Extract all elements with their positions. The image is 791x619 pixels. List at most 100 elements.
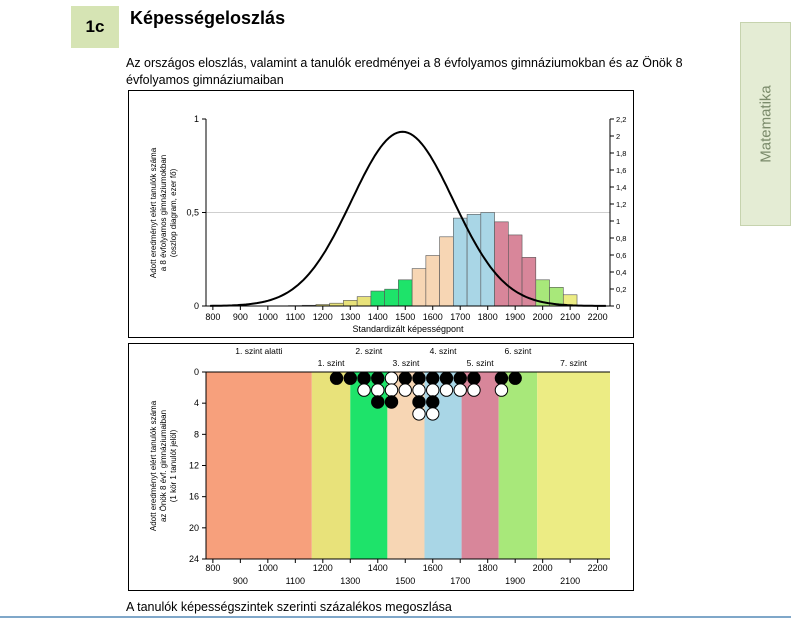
x-tick-label: 1000 xyxy=(258,312,278,322)
y-right-tick-label: 2 xyxy=(616,132,620,141)
student-dot xyxy=(384,371,399,385)
student-dot xyxy=(508,371,522,385)
page-title: Képességeloszlás xyxy=(130,8,286,28)
student-dot xyxy=(357,383,371,397)
bar xyxy=(453,217,468,307)
y-left-tick-label: 0,5 xyxy=(186,208,199,218)
x-tick-label: 1600 xyxy=(423,563,443,573)
section-footer-heading: A tanulók képességszintek szerinti száza… xyxy=(126,600,452,614)
student-dot xyxy=(412,371,426,385)
x-tick-label: 2100 xyxy=(560,576,580,586)
y-right-tick-label: 0,2 xyxy=(616,285,626,294)
x-tick-label: 1500 xyxy=(395,312,415,322)
x-tick-label: 2100 xyxy=(560,312,580,322)
x-tick-label: 1000 xyxy=(258,563,278,573)
student-dot xyxy=(426,407,440,421)
x-tick-label: 1700 xyxy=(450,312,470,322)
student-dot xyxy=(371,395,385,409)
y-left-tick-label: 0 xyxy=(194,301,199,311)
student-dot xyxy=(453,371,467,385)
student-dot xyxy=(357,371,371,385)
student-dots-chart: 1. szint alatti 1. szint 2. szint 3. szint 4… xyxy=(149,346,610,586)
chart-subtitle: Az országos eloszlás, valamint a tanulók… xyxy=(126,56,683,87)
y-tick-label: 8 xyxy=(194,429,199,439)
distribution-chart-panel: 0 0,5 1 0 0,2 0,4 0,6 0,8 1 1,2 1,4 1,6 1,8 2 2,2 800 90… xyxy=(128,90,634,338)
x-tick-label: 1900 xyxy=(505,576,525,586)
x-tick-label: 800 xyxy=(205,312,220,322)
level-label: 5. szint xyxy=(467,358,495,368)
y-axis-label: Adott eredményt elért tanulók számaaz Ön… xyxy=(149,400,178,531)
subject-tab[interactable]: Matematika xyxy=(740,22,791,226)
student-dot xyxy=(412,395,426,409)
x-tick-label: 1200 xyxy=(313,312,333,322)
student-dot xyxy=(384,383,399,397)
y-right-tick-label: 1,4 xyxy=(616,183,626,192)
y-left-tick-label: 1 xyxy=(194,114,199,124)
level-band xyxy=(206,372,312,559)
student-dot xyxy=(412,407,426,421)
x-tick-label: 1800 xyxy=(478,312,498,322)
y-tick-label: 0 xyxy=(194,367,199,377)
x-tick-label: 2200 xyxy=(588,563,608,573)
y-right-tick-label: 1,2 xyxy=(616,200,626,209)
student-dot xyxy=(494,371,509,385)
student-dot xyxy=(426,371,440,385)
national-distribution-line xyxy=(210,130,606,307)
bar xyxy=(411,268,427,307)
student-dot xyxy=(371,383,385,397)
y-right-tick-label: 0,8 xyxy=(616,234,626,243)
student-dot xyxy=(329,371,344,385)
bar xyxy=(398,279,413,307)
level-band xyxy=(311,372,351,559)
x-tick-label: 1300 xyxy=(340,312,360,322)
level-label: 6. szint xyxy=(504,346,532,356)
student-dot xyxy=(439,383,454,397)
level-band xyxy=(498,372,538,559)
x-tick-label: 1100 xyxy=(286,576,305,586)
y-right-tick-label: 0,4 xyxy=(616,268,626,277)
x-tick-label: 1700 xyxy=(450,576,470,586)
x-tick-label: 1900 xyxy=(505,312,525,322)
y-right-tick-label: 1 xyxy=(616,217,620,226)
y-axis-label-left: Adott eredményt elért tanulók számaa 8 é… xyxy=(149,147,178,278)
student-dot xyxy=(398,383,412,397)
bar xyxy=(466,214,482,307)
section-badge: 1c xyxy=(71,6,119,48)
level-label: 4. szint xyxy=(430,346,458,356)
x-tick-label: 800 xyxy=(205,563,220,573)
x-tick-label: 1400 xyxy=(368,563,388,573)
x-tick-label: 1800 xyxy=(478,563,498,573)
bar xyxy=(439,236,454,307)
bar xyxy=(508,234,523,307)
x-tick-label: 900 xyxy=(233,312,248,322)
x-tick-label: 1200 xyxy=(313,563,333,573)
x-tick-label: 2000 xyxy=(533,563,553,573)
bar xyxy=(384,288,399,307)
student-dot xyxy=(426,395,440,409)
student-dot xyxy=(467,383,481,397)
x-tick-label: 1300 xyxy=(340,576,360,586)
y-tick-label: 16 xyxy=(189,492,199,502)
bar xyxy=(356,296,372,307)
student-dot xyxy=(426,383,440,397)
x-tick-label: 1600 xyxy=(423,312,443,322)
level-label: 2. szint xyxy=(355,346,383,356)
distribution-chart: 0 0,5 1 0 0,2 0,4 0,6 0,8 1 1,2 1,4 1,6 1,8 2 2,2 800 90… xyxy=(149,114,626,334)
level-label: 1. szint alatti xyxy=(235,346,282,356)
x-tick-label: 1400 xyxy=(368,312,388,322)
y-right-tick-label: 1,6 xyxy=(616,166,626,175)
subject-tab-label: Matematika xyxy=(757,85,774,163)
y-tick-label: 12 xyxy=(189,461,199,471)
student-dots-chart-panel: 1. szint alatti 1. szint 2. szint 3. szint 4… xyxy=(128,343,634,591)
y-tick-label: 20 xyxy=(189,523,199,533)
y-tick-label: 4 xyxy=(194,398,199,408)
bar xyxy=(494,221,509,307)
level-band xyxy=(537,372,610,559)
x-tick-label: 1500 xyxy=(395,576,415,586)
x-tick-label: 2000 xyxy=(533,312,553,322)
student-dot xyxy=(384,395,399,409)
x-axis-label: Standardizált képességpont xyxy=(352,324,464,334)
student-dot xyxy=(412,383,426,397)
bar xyxy=(370,290,385,307)
student-dot xyxy=(371,371,385,385)
